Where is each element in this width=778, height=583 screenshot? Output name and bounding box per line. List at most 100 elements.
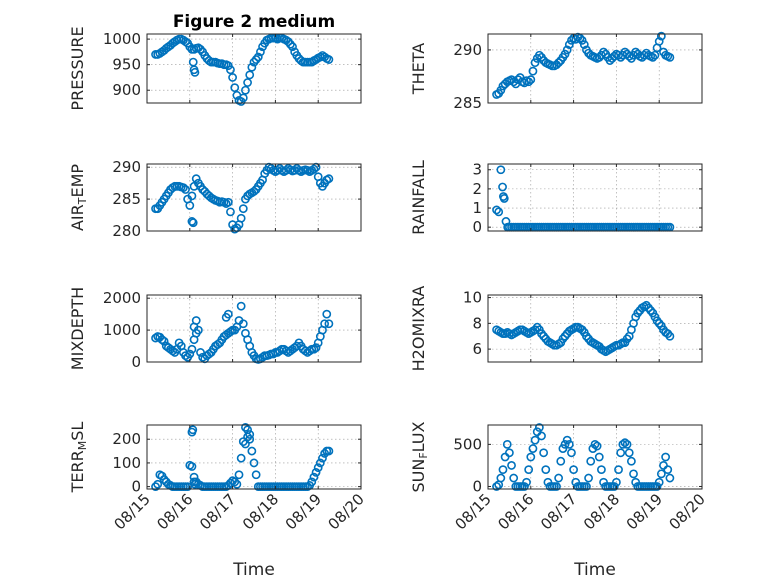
axes-frame bbox=[487, 294, 703, 363]
data-point bbox=[599, 47, 608, 57]
data-point bbox=[492, 205, 501, 215]
data-point bbox=[537, 431, 546, 441]
data-point bbox=[507, 461, 516, 470]
series-markers bbox=[151, 301, 334, 364]
data-point bbox=[181, 185, 190, 194]
data-point bbox=[213, 340, 223, 349]
y-tick-label: 1 bbox=[472, 199, 482, 217]
data-point bbox=[188, 218, 198, 228]
data-point bbox=[652, 482, 662, 491]
data-point bbox=[569, 465, 578, 475]
data-point bbox=[315, 458, 325, 468]
data-point bbox=[654, 477, 664, 487]
y-axis-label: PRESSURE bbox=[68, 26, 87, 110]
y-tick-label: 8 bbox=[472, 314, 482, 332]
data-point bbox=[187, 344, 197, 354]
x-tick-label: 08/15 bbox=[111, 490, 154, 533]
data-point bbox=[256, 47, 265, 57]
data-point bbox=[564, 40, 574, 50]
x-tick-label: 08/18 bbox=[239, 490, 282, 533]
axes-frame bbox=[146, 294, 362, 363]
data-point bbox=[494, 207, 504, 217]
y-tick-label: 100 bbox=[112, 454, 141, 472]
data-point bbox=[564, 439, 574, 449]
data-point bbox=[313, 463, 323, 473]
data-point bbox=[656, 31, 666, 41]
data-point bbox=[648, 52, 658, 62]
data-point bbox=[530, 58, 540, 68]
data-point bbox=[247, 446, 257, 456]
data-point bbox=[322, 309, 332, 319]
data-point bbox=[238, 93, 248, 103]
y-axis-label: H2OMIXRA bbox=[409, 286, 428, 372]
y-axis-label: AIRTEMP bbox=[68, 164, 89, 231]
data-point bbox=[499, 192, 508, 201]
data-point bbox=[151, 482, 160, 492]
x-tick-label: 08/17 bbox=[196, 490, 239, 533]
data-point bbox=[320, 319, 330, 329]
series-markers bbox=[151, 422, 334, 492]
data-point bbox=[622, 439, 632, 449]
data-point bbox=[590, 439, 600, 449]
data-point bbox=[539, 448, 549, 458]
data-point bbox=[554, 58, 564, 68]
y-tick-label: 2000 bbox=[103, 289, 141, 307]
data-point bbox=[232, 479, 242, 489]
data-point bbox=[288, 42, 297, 52]
data-point bbox=[528, 444, 538, 453]
data-point bbox=[311, 468, 321, 477]
data-point bbox=[594, 452, 604, 462]
data-point bbox=[554, 473, 564, 483]
panel-air-temp: 280 285 290 AIRTEMP bbox=[68, 158, 362, 240]
data-point bbox=[582, 482, 591, 491]
axes-frame bbox=[146, 424, 362, 490]
data-point bbox=[318, 453, 327, 463]
data-point bbox=[191, 174, 201, 184]
data-point bbox=[614, 465, 623, 475]
data-point bbox=[253, 52, 263, 62]
data-point bbox=[509, 473, 519, 483]
data-point bbox=[245, 70, 255, 80]
plot-area bbox=[147, 164, 361, 231]
y-tick-label: 285 bbox=[112, 190, 141, 208]
data-point bbox=[223, 309, 233, 319]
data-point bbox=[592, 441, 602, 451]
data-point bbox=[496, 85, 506, 95]
y-tick-label: 0 bbox=[131, 353, 141, 371]
data-point bbox=[189, 65, 199, 75]
data-point bbox=[311, 343, 321, 353]
axes-frame bbox=[487, 424, 703, 490]
y-tick-label: 3 bbox=[472, 161, 482, 179]
data-point bbox=[665, 331, 675, 341]
data-point bbox=[575, 33, 585, 43]
data-point bbox=[234, 470, 244, 480]
data-point bbox=[624, 51, 634, 61]
data-point bbox=[185, 201, 195, 210]
data-point bbox=[241, 85, 250, 95]
x-tick-label: 08/16 bbox=[494, 490, 537, 533]
data-point bbox=[498, 182, 507, 192]
data-point bbox=[496, 473, 506, 483]
y-tick-label: 500 bbox=[453, 435, 482, 453]
y-tick-label: 950 bbox=[112, 56, 141, 74]
chart-title: Figure 2 medium bbox=[173, 12, 335, 32]
data-point bbox=[187, 191, 197, 201]
data-point bbox=[157, 335, 167, 345]
y-tick-label: 10 bbox=[463, 289, 482, 307]
data-point bbox=[324, 174, 334, 184]
data-point bbox=[524, 77, 534, 87]
y-tick-label: 200 bbox=[112, 430, 141, 448]
data-point bbox=[524, 465, 534, 475]
x-tick-label: 08/19 bbox=[623, 490, 666, 533]
data-point bbox=[552, 482, 561, 491]
data-point bbox=[661, 452, 671, 462]
y-axis-label: RAINFALL bbox=[409, 160, 428, 235]
data-point bbox=[178, 183, 188, 193]
data-point bbox=[528, 66, 538, 76]
data-point bbox=[247, 62, 257, 72]
data-point bbox=[560, 49, 570, 59]
data-point bbox=[191, 316, 201, 325]
